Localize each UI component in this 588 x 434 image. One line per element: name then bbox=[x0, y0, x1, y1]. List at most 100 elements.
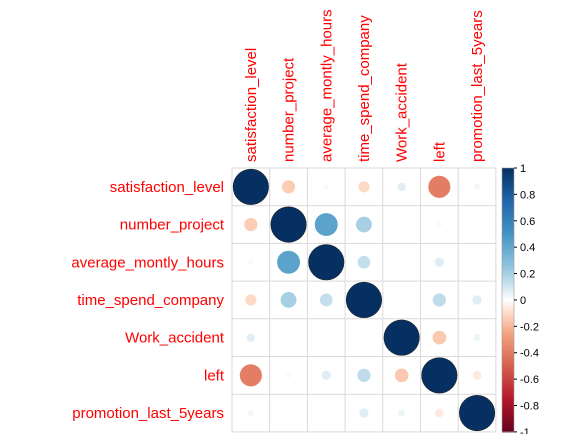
column-label: time_spend_company bbox=[356, 15, 373, 162]
correlation-circle bbox=[434, 257, 445, 267]
colorbar-tick-label: -1 bbox=[520, 427, 530, 434]
colorbar-segment bbox=[502, 220, 514, 225]
colorbar-segment bbox=[502, 252, 514, 256]
colorbar-segment bbox=[502, 402, 514, 407]
column-labels: satisfaction_level number_project average_… bbox=[243, 9, 486, 162]
colorbar-segment bbox=[502, 318, 514, 322]
colorbar-segment bbox=[502, 223, 514, 227]
colorbar-segment bbox=[502, 212, 514, 217]
correlation-circle bbox=[280, 292, 297, 308]
correlation-circle bbox=[248, 259, 254, 265]
correlation-circle bbox=[432, 293, 446, 307]
correlation-circle bbox=[436, 222, 442, 228]
colorbar-segment bbox=[502, 313, 514, 317]
colorbar-segment bbox=[502, 387, 514, 391]
column-label: Work_accident bbox=[394, 62, 411, 162]
colorbar-tick-label: -0.6 bbox=[520, 374, 539, 386]
colorbar-tick-label: 0.8 bbox=[520, 189, 535, 201]
colorbar-segment bbox=[502, 276, 514, 280]
colorbar-segment bbox=[502, 365, 514, 370]
correlation-circles bbox=[232, 168, 496, 432]
correlation-circle bbox=[323, 184, 329, 190]
correlation-circle bbox=[286, 411, 291, 415]
colorbar-segment bbox=[502, 342, 514, 346]
colorbar-segment bbox=[502, 170, 514, 174]
colorbar-tick-label: 0.6 bbox=[520, 216, 535, 228]
column-label: average_montly_hours bbox=[318, 9, 335, 162]
row-label: Work_accident bbox=[125, 330, 225, 347]
colorbar-segment bbox=[502, 421, 514, 425]
colorbar-segment bbox=[502, 194, 514, 198]
colorbar-segment bbox=[502, 218, 514, 222]
correlation-circle bbox=[319, 293, 333, 307]
colorbar-segment bbox=[502, 413, 514, 417]
colorbar-segment bbox=[502, 302, 514, 306]
correlation-circle bbox=[432, 330, 447, 345]
colorbar-segment bbox=[502, 321, 514, 325]
colorbar-segment bbox=[502, 429, 514, 433]
colorbar-segment bbox=[502, 418, 514, 422]
colorbar-segment bbox=[502, 191, 514, 195]
colorbar-tick-label: 0 bbox=[520, 295, 526, 307]
colorbar-segment bbox=[502, 175, 514, 180]
correlation-circle bbox=[399, 260, 404, 265]
row-label: left bbox=[204, 367, 225, 384]
colorbar-segment bbox=[502, 315, 514, 320]
correlation-circle bbox=[472, 295, 482, 305]
color-legend: 1 0.8 0.6 0.4 0.2 0 -0.2 -0.4 -0.6 -0.8 -1 bbox=[501, 163, 539, 434]
correlation-circle bbox=[472, 371, 482, 380]
column-label: satisfaction_level bbox=[243, 48, 260, 162]
colorbar-segment bbox=[502, 186, 514, 190]
correlation-circle bbox=[239, 364, 262, 387]
colorbar-segment bbox=[502, 379, 514, 383]
colorbar-segment bbox=[502, 394, 514, 399]
correlation-circle bbox=[394, 368, 409, 383]
colorbar-segment bbox=[502, 310, 514, 314]
correlation-circle bbox=[247, 409, 254, 417]
correlation-circle bbox=[281, 180, 296, 194]
colorbar-segment bbox=[502, 207, 514, 211]
colorbar-segment bbox=[502, 247, 514, 251]
colorbar-segment bbox=[502, 260, 514, 264]
colorbar-segment bbox=[502, 360, 514, 364]
correlation-circle bbox=[345, 281, 382, 318]
colorbar-segment bbox=[502, 292, 514, 296]
colorbar-segment bbox=[502, 426, 514, 430]
colorbar-segment bbox=[502, 368, 514, 372]
colorbar-tick-label: 0.2 bbox=[520, 269, 535, 281]
colorbar-segment bbox=[502, 199, 514, 203]
colorbar-segment bbox=[502, 181, 514, 185]
colorbar-segment bbox=[502, 400, 514, 404]
colorbar-segment bbox=[502, 352, 514, 356]
correlation-circle bbox=[421, 357, 458, 394]
column-label: number_project bbox=[281, 57, 298, 162]
colorbar-segment bbox=[502, 305, 514, 309]
correlation-circle bbox=[357, 368, 371, 382]
colorbar-segment bbox=[502, 231, 514, 235]
colorbar-segment bbox=[502, 358, 514, 362]
colorbar-segment bbox=[502, 297, 514, 301]
correlation-circle bbox=[475, 222, 479, 227]
correlation-circle bbox=[383, 319, 420, 356]
colorbar-segment bbox=[502, 381, 514, 385]
correlation-circle bbox=[324, 335, 329, 340]
colorbar-segment bbox=[502, 371, 514, 375]
correlation-circle bbox=[428, 175, 451, 198]
row-label: time_spend_company bbox=[77, 292, 224, 309]
colorbar-segment bbox=[502, 405, 514, 409]
row-label: promotion_last_5years bbox=[72, 405, 224, 422]
colorbar-segment bbox=[502, 249, 514, 254]
colorbar-segment bbox=[502, 268, 514, 272]
colorbar-segment bbox=[502, 299, 514, 304]
correlation-circle bbox=[359, 408, 369, 418]
correlation-circle bbox=[321, 370, 331, 381]
colorbar-segment bbox=[502, 328, 514, 333]
correlation-circle bbox=[473, 334, 481, 342]
correlation-circle bbox=[435, 408, 444, 418]
correlation-circle bbox=[308, 244, 345, 281]
colorbar-segment bbox=[502, 397, 514, 401]
colorbar-segment bbox=[502, 294, 514, 298]
colorbar-segment bbox=[502, 323, 514, 327]
column-label: left bbox=[431, 141, 448, 162]
colorbar-segment bbox=[502, 228, 514, 232]
